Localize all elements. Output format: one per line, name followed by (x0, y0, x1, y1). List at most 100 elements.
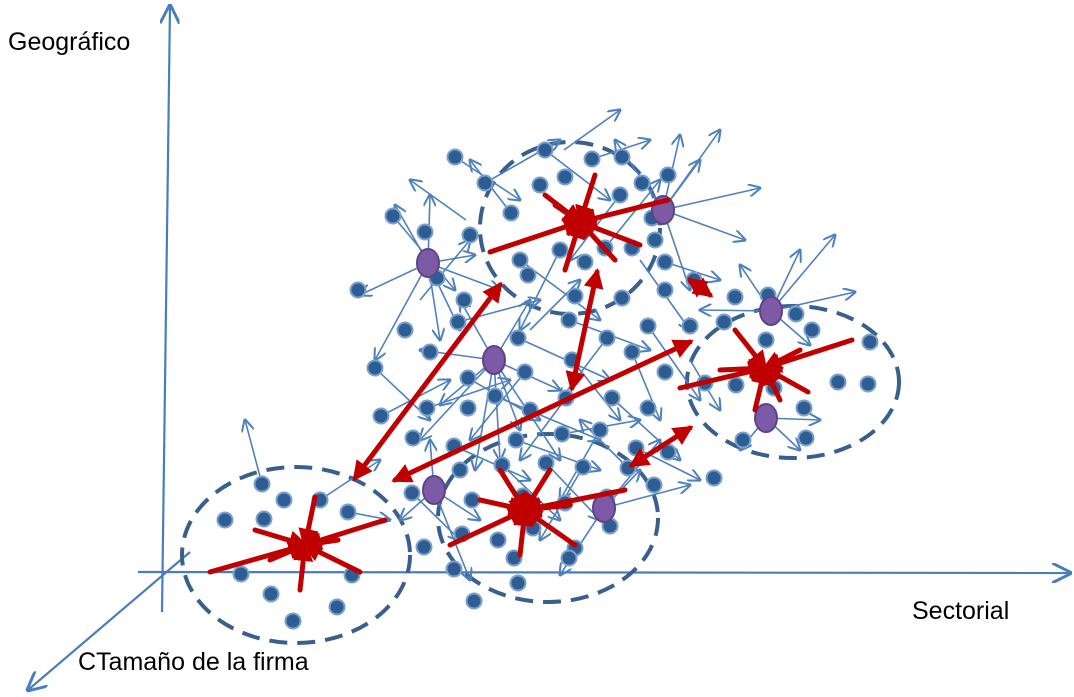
network-node (403, 484, 421, 502)
network-node (726, 288, 744, 306)
network-node (449, 313, 467, 331)
network-node (516, 363, 534, 381)
network-node (253, 475, 271, 493)
network-node (255, 510, 273, 528)
network-node (416, 223, 434, 241)
converging-arrow (513, 506, 534, 558)
hub-node (416, 248, 440, 278)
network-node (560, 311, 578, 329)
network-node (551, 241, 569, 259)
connection-arrow (563, 110, 620, 151)
network-node (861, 333, 879, 351)
network-node (366, 359, 384, 377)
network-node (656, 253, 674, 271)
network-node (507, 431, 525, 449)
connection-arrow (411, 492, 460, 540)
network-nodes (216, 141, 879, 630)
connection-arrow (770, 235, 835, 312)
connection-arrow (520, 249, 561, 330)
converging-arrow (267, 542, 309, 563)
converging-arrow (477, 496, 529, 517)
network-node (531, 176, 549, 194)
converging-arrow (552, 202, 584, 225)
connection-arrow (245, 420, 263, 485)
network-node (502, 204, 520, 222)
network-node (734, 431, 752, 449)
network-node (646, 231, 664, 249)
converging-arrow (577, 219, 618, 263)
cluster-bottom-left (180, 465, 412, 645)
network-node (216, 511, 234, 529)
network-node (583, 150, 601, 168)
network-node (715, 313, 733, 331)
network-node (445, 560, 463, 578)
cluster-top-center (478, 140, 662, 316)
connection-arrow (603, 485, 690, 509)
network-node (262, 585, 280, 603)
network-node (396, 321, 414, 339)
network-node (613, 148, 631, 166)
network-node (509, 574, 527, 592)
network-node (451, 461, 469, 479)
network-node (418, 399, 436, 417)
network-node (459, 369, 477, 387)
z-axis-label: CTamaño de la firma (78, 648, 309, 676)
network-node (284, 612, 302, 630)
network-node (461, 226, 479, 244)
converging-arrow (298, 494, 319, 549)
network-node (576, 253, 594, 271)
network-node (349, 281, 367, 299)
network-node (797, 429, 815, 447)
network-node (446, 148, 464, 166)
converging-arrow (487, 217, 584, 255)
inter-cluster-arrow (628, 425, 694, 468)
network-node (656, 281, 674, 299)
converging-arrow (252, 527, 309, 550)
network-node (486, 387, 504, 405)
converging-arrow (301, 542, 363, 575)
z-axis (28, 551, 191, 690)
network-node (681, 317, 699, 335)
connection-arrow (662, 209, 745, 240)
network-node (511, 251, 529, 269)
network-node (574, 458, 592, 476)
x-axis-label: Sectorial (912, 597, 1010, 625)
network-node (384, 207, 402, 225)
inter-cluster-arrow (686, 277, 714, 298)
network-node (476, 174, 494, 192)
network-node (623, 343, 641, 361)
network-node (645, 476, 663, 494)
network-node (787, 305, 805, 323)
hub-node (754, 403, 778, 433)
connection-arrow (319, 460, 380, 501)
network-node (659, 166, 677, 184)
network-node (603, 389, 621, 407)
converging-arrow (762, 364, 783, 403)
network-node (566, 287, 584, 305)
network-node (705, 469, 723, 487)
network-node (639, 399, 657, 417)
network-node (328, 598, 346, 616)
connection-arrow (375, 262, 429, 360)
network-node (639, 317, 657, 335)
network-node (859, 375, 877, 393)
network-node (339, 503, 357, 521)
network-node (459, 399, 477, 417)
network-node (656, 363, 674, 381)
connection-arrow (410, 180, 467, 221)
y-axis (162, 6, 170, 613)
connection-arrow (662, 188, 760, 211)
network-node (455, 291, 473, 309)
network-node (613, 289, 631, 307)
hub-node (482, 345, 506, 375)
converging-arrow (521, 498, 573, 519)
converging-arrow (717, 358, 769, 379)
network-node (232, 565, 250, 583)
red-flow-arrows (207, 172, 855, 593)
connection-arrow (770, 292, 855, 312)
connection-arrow (544, 149, 610, 200)
converging-arrow (576, 197, 671, 228)
network-node (795, 399, 813, 417)
